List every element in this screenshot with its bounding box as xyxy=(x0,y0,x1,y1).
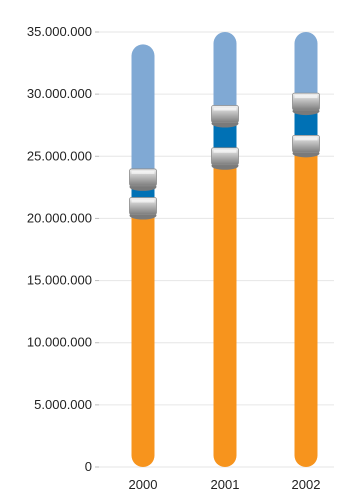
connector-highlight xyxy=(294,137,318,141)
y-tick-label: 30.000.000 xyxy=(27,86,92,101)
x-axis: 2000 2001 2002 xyxy=(129,477,321,491)
x-tick-label: 2000 xyxy=(129,477,158,491)
y-tick-label: 0 xyxy=(85,459,92,474)
bar-cap-top xyxy=(294,32,318,55)
y-tick-label: 5.000.000 xyxy=(34,397,92,412)
bars xyxy=(129,32,320,467)
bar-cap-bottom xyxy=(294,444,318,467)
y-tick-label: 15.000.000 xyxy=(27,273,92,288)
bar-cap-top xyxy=(131,44,155,68)
y-axis: 0 5.000.000 10.000.000 15.000.000 20.000.000… xyxy=(27,24,99,474)
y-tick-label: 25.000.000 xyxy=(27,148,92,163)
bar-segment xyxy=(131,55,155,178)
y-tick-label: 10.000.000 xyxy=(27,335,92,350)
bar-cap-bottom xyxy=(131,444,155,467)
bar-cap-top xyxy=(213,32,237,55)
x-tick-label: 2001 xyxy=(211,477,240,491)
connector-highlight xyxy=(131,170,155,174)
bar-segment xyxy=(294,143,318,456)
bar-segment xyxy=(131,206,155,456)
bar-segment xyxy=(213,43,237,115)
bar-cap-bottom xyxy=(213,444,237,467)
connector-highlight xyxy=(294,95,318,99)
connector-highlight xyxy=(213,107,237,111)
connector-highlight xyxy=(131,199,155,203)
y-tick-label: 35.000.000 xyxy=(27,24,92,39)
bar-segment xyxy=(213,156,237,456)
x-tick-label: 2002 xyxy=(292,477,321,491)
connector-highlight xyxy=(213,149,237,153)
y-tick-label: 20.000.000 xyxy=(27,210,92,225)
bar-segment xyxy=(294,43,318,102)
